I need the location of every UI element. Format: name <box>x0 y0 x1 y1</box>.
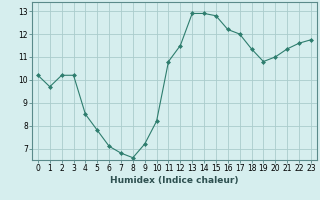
X-axis label: Humidex (Indice chaleur): Humidex (Indice chaleur) <box>110 176 239 185</box>
